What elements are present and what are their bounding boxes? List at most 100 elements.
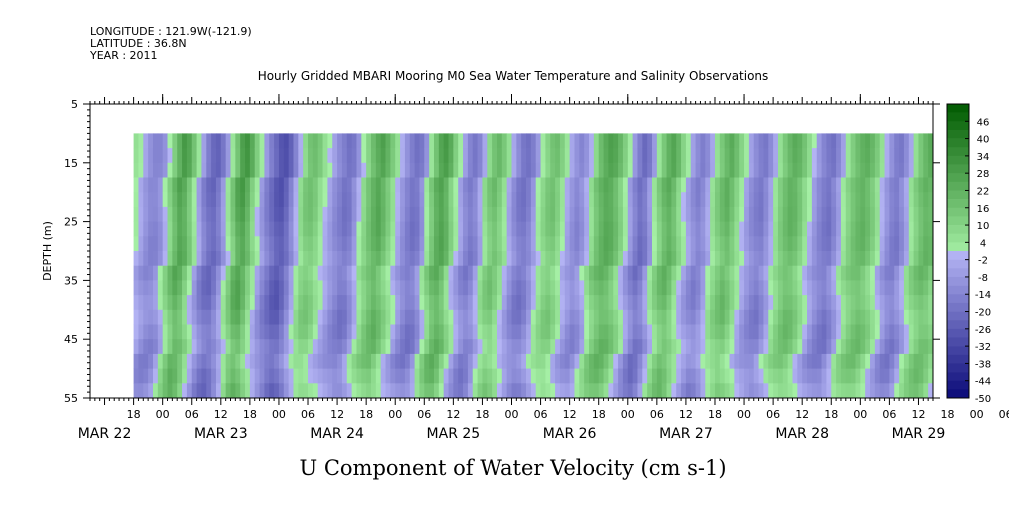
heatmap-cell	[710, 309, 716, 325]
heatmap-cell	[152, 236, 159, 252]
heatmap-cell	[700, 368, 706, 384]
heatmap-cell	[492, 206, 498, 222]
heatmap-cell	[642, 339, 648, 355]
heatmap-cell	[884, 236, 890, 252]
heatmap-cell	[501, 383, 508, 399]
heatmap-cell	[705, 148, 711, 164]
heatmap-cell	[589, 353, 595, 369]
heatmap-cell	[589, 324, 595, 340]
heatmap-cell	[371, 368, 377, 384]
x-hour-label: 06	[882, 408, 896, 421]
heatmap-cell	[555, 148, 561, 164]
heatmap-cell	[792, 206, 798, 222]
heatmap-cell	[831, 206, 837, 222]
heatmap-cell	[492, 236, 498, 252]
heatmap-cell	[346, 383, 353, 399]
heatmap-cell	[564, 295, 571, 311]
heatmap-cell	[186, 133, 193, 149]
heatmap-cell	[661, 162, 667, 178]
heatmap-cell	[622, 221, 629, 237]
heatmap-cell	[748, 251, 755, 267]
x-hour-label: 18	[475, 408, 489, 421]
heatmap-cell	[928, 353, 934, 369]
heatmap-cell	[433, 206, 440, 222]
heatmap-cell	[913, 192, 919, 208]
heatmap-cell	[220, 236, 227, 252]
heatmap-cell	[647, 192, 653, 208]
heatmap-cell	[632, 162, 638, 178]
heatmap-cell	[245, 383, 251, 399]
heatmap-cell	[492, 221, 498, 237]
heatmap-cell	[613, 383, 619, 399]
heatmap-cell	[177, 221, 183, 237]
heatmap-cell	[569, 309, 575, 325]
heatmap-cell	[748, 236, 755, 252]
heatmap-cell	[264, 383, 270, 399]
heatmap-cell	[317, 265, 323, 281]
heatmap-cell	[763, 133, 769, 149]
heatmap-cell	[177, 339, 183, 355]
heatmap-cell	[811, 309, 818, 325]
colorbar-label: -50	[975, 394, 991, 405]
heatmap-cell	[865, 265, 871, 281]
heatmap-cell	[603, 236, 609, 252]
heatmap-cell	[346, 133, 353, 149]
heatmap-cell	[923, 280, 929, 296]
heatmap-cell	[836, 251, 842, 267]
heatmap-cell	[148, 251, 154, 267]
heatmap-cell	[511, 265, 517, 281]
heatmap-cell	[923, 148, 929, 164]
heatmap-cell	[840, 324, 847, 340]
heatmap-cell	[535, 162, 541, 178]
heatmap-cell	[487, 324, 493, 340]
heatmap-cell	[249, 133, 256, 149]
heatmap-cell	[245, 177, 251, 193]
heatmap-cell	[201, 339, 207, 355]
heatmap-cell	[186, 148, 193, 164]
heatmap-cell	[719, 280, 726, 296]
heatmap-cell	[884, 221, 890, 237]
heatmap-cell	[375, 280, 382, 296]
heatmap-cell	[201, 148, 207, 164]
heatmap-cell	[637, 383, 643, 399]
heatmap-cell	[448, 324, 454, 340]
heatmap-cell	[559, 251, 566, 267]
colorbar-label: -44	[975, 377, 991, 388]
heatmap-cell	[889, 236, 895, 252]
colorbar-label: -2	[978, 256, 988, 267]
heatmap-cell	[923, 133, 929, 149]
longitude-label: LONGITUDE : 121.9W(-121.9)	[90, 25, 252, 38]
heatmap-cell	[748, 192, 755, 208]
heatmap-cell	[380, 236, 386, 252]
heatmap-cell	[545, 353, 551, 369]
heatmap-cell	[559, 309, 566, 325]
heatmap-cell	[589, 133, 595, 149]
heatmap-cell	[356, 251, 362, 267]
heatmap-cell	[215, 309, 222, 325]
heatmap-cell	[152, 148, 159, 164]
heatmap-cell	[642, 368, 648, 384]
heatmap-cell	[424, 236, 430, 252]
heatmap-cell	[821, 177, 827, 193]
heatmap-cell	[172, 236, 178, 252]
heatmap-cell	[249, 148, 256, 164]
heatmap-cell	[618, 221, 624, 237]
heatmap-cell	[593, 251, 600, 267]
heatmap-cell	[293, 206, 299, 222]
heatmap-cell	[642, 265, 648, 281]
heatmap-cell	[303, 324, 309, 340]
heatmap-cell	[671, 265, 677, 281]
heatmap-cell	[894, 383, 900, 399]
heatmap-cell	[148, 162, 154, 178]
heatmap-cell	[753, 324, 759, 340]
heatmap-cell	[443, 221, 449, 237]
heatmap-cell	[777, 221, 784, 237]
heatmap-cell	[744, 236, 750, 252]
heatmap-cell	[758, 192, 764, 208]
heatmap-cell	[526, 206, 532, 222]
heatmap-cell	[860, 206, 866, 222]
heatmap-cell	[831, 309, 837, 325]
heatmap-cell	[792, 383, 798, 399]
heatmap-cell	[569, 295, 575, 311]
heatmap-cell	[724, 133, 730, 149]
